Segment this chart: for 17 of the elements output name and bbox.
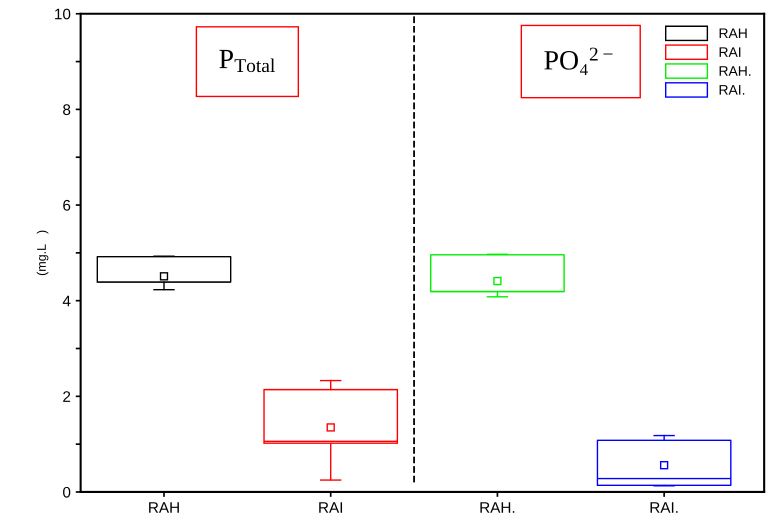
x-tick-label: RAH. bbox=[480, 502, 514, 513]
x-tick-label: RAH bbox=[149, 502, 179, 513]
annotation: PO₄$^{2−}$ bbox=[544, 48, 612, 76]
x-tick-label: RAI bbox=[319, 502, 342, 513]
x-tick-label: RAI. bbox=[650, 502, 678, 513]
y-tick-label: 0 bbox=[63, 486, 70, 498]
y-axis-title: (mg.L ) bbox=[36, 230, 48, 276]
legend-label: RAI bbox=[720, 47, 740, 57]
y-tick-label: 10 bbox=[55, 8, 70, 20]
y-tick-label: 4 bbox=[62, 296, 70, 306]
annotation: P$_{Total}$ bbox=[219, 50, 275, 72]
legend-label: RAI. bbox=[720, 85, 744, 95]
legend-label: RAH bbox=[720, 28, 747, 38]
y-tick-label: 2 bbox=[63, 391, 70, 402]
y-tick-label: 8 bbox=[63, 104, 70, 116]
y-tick-label: 6 bbox=[63, 200, 70, 211]
legend-label: RAH. bbox=[720, 66, 750, 76]
